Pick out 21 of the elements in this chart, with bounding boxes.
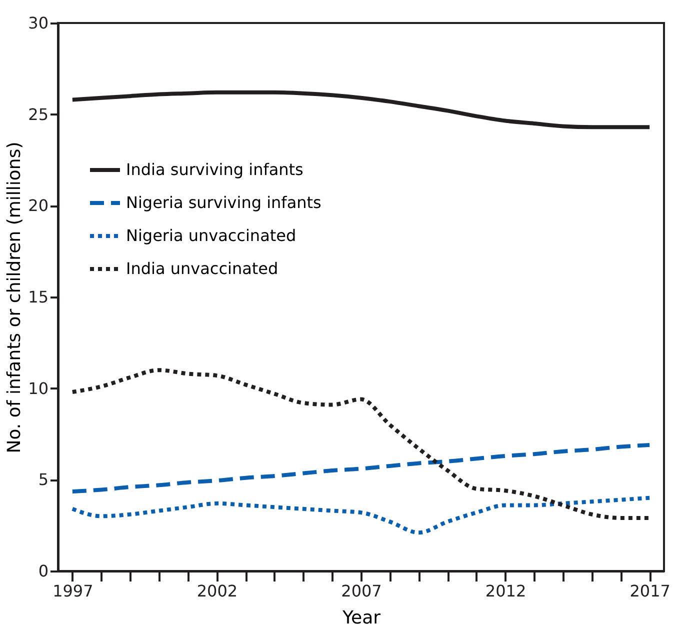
- y-tick-label: 15: [28, 288, 48, 306]
- y-tick-label: 5: [38, 470, 48, 490]
- legend-label: Nigeria unvaccinated: [126, 226, 296, 245]
- legend-label: India surviving infants: [126, 160, 304, 179]
- x-tick-label: 2002: [196, 582, 238, 600]
- y-tick-label: 20: [28, 196, 48, 216]
- x-tick-label: 2007: [341, 582, 382, 600]
- line-series: [70, 90, 652, 130]
- line-series: [70, 442, 652, 494]
- y-tick-label: 0: [38, 562, 48, 580]
- x-tick-label: 2017: [630, 582, 670, 600]
- y-tick-label: 25: [28, 104, 48, 124]
- x-axis-title: Year: [341, 608, 382, 628]
- y-tick-label: 30: [28, 14, 48, 32]
- legend-label: India unvaccinated: [126, 259, 278, 278]
- y-axis-title: No. of infants or children (millions): [4, 142, 26, 454]
- legend-label: Nigeria surviving infants: [126, 193, 322, 212]
- y-tick-label: 10: [28, 378, 48, 398]
- x-tick-label: 2012: [485, 582, 526, 600]
- x-tick-label: 1997: [52, 582, 94, 600]
- line-series: [70, 496, 652, 535]
